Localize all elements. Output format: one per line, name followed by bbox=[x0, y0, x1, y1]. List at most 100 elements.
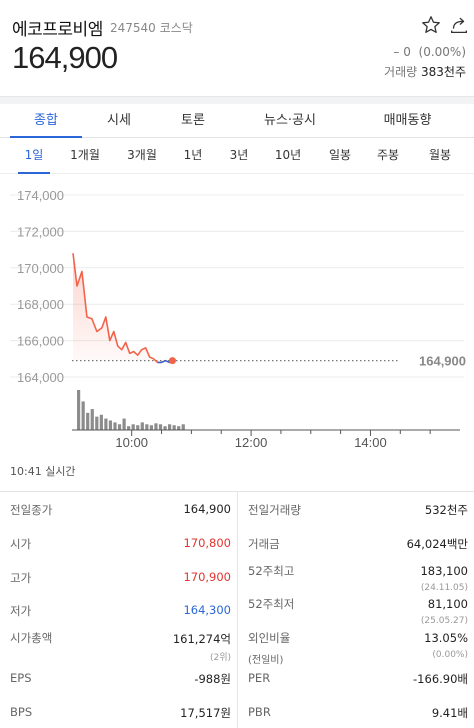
x-tick-label: 14:00 bbox=[354, 435, 387, 450]
volume-bar bbox=[86, 412, 90, 430]
volume-bar bbox=[168, 424, 172, 430]
period-selector: 1일 1개월 3개월 1년 3년 10년 일봉 주봉 월봉 bbox=[0, 138, 474, 174]
stock-code-market: 247540 코스닥 bbox=[110, 19, 193, 36]
volume-bar bbox=[145, 424, 149, 430]
tab-overview[interactable]: 종합 bbox=[10, 104, 82, 138]
intraday-chart[interactable]: 174,000 172,000 170,000 168,000 166,000 164,0… bbox=[0, 175, 474, 457]
volume-bar bbox=[140, 422, 144, 430]
volume-bar bbox=[177, 426, 181, 430]
y-tick-label: 172,000 bbox=[17, 224, 64, 239]
info-row: 외인비율 (전일비) 13.05% (0.00%) bbox=[238, 627, 474, 666]
price-change-pct: (0.00%) bbox=[418, 45, 466, 59]
period-1m[interactable]: 1개월 bbox=[70, 148, 100, 162]
info-label: 전일거래량 bbox=[248, 503, 301, 517]
section-divider bbox=[0, 96, 474, 104]
info-row: 전일종가 164,900 bbox=[0, 492, 237, 525]
period-weekly[interactable]: 주봉 bbox=[376, 148, 400, 162]
period-10y[interactable]: 10년 bbox=[274, 148, 302, 162]
info-value: 183,100 bbox=[420, 563, 468, 578]
period-1d[interactable]: 1일 bbox=[18, 138, 50, 174]
info-value: 81,100 bbox=[427, 597, 468, 612]
period-daily[interactable]: 일봉 bbox=[328, 148, 352, 162]
info-row: 저가 164,300 bbox=[0, 593, 237, 626]
volume-bar bbox=[172, 425, 176, 430]
period-1y[interactable]: 1년 bbox=[183, 148, 203, 162]
volume-bar bbox=[77, 390, 81, 430]
volume-bar bbox=[131, 424, 135, 430]
star-icon[interactable] bbox=[420, 14, 442, 36]
info-label: 외인비율 bbox=[248, 631, 291, 646]
price-change-value: – 0 bbox=[393, 45, 411, 59]
current-price: 164,900 bbox=[12, 40, 118, 75]
share-icon[interactable] bbox=[448, 14, 470, 36]
info-sub: (2위) bbox=[209, 653, 231, 664]
volume-bar bbox=[122, 418, 126, 430]
volume-bar bbox=[90, 409, 94, 430]
price-area bbox=[72, 253, 173, 363]
info-value: 17,517원 bbox=[180, 705, 231, 720]
info-value: 13.05% bbox=[424, 631, 468, 646]
y-tick-label: 168,000 bbox=[17, 297, 64, 312]
chart-canvas[interactable]: 174,000 172,000 170,000 168,000 166,000 164,0… bbox=[0, 175, 474, 457]
info-label: 거래금 bbox=[248, 536, 280, 551]
info-label: 시가총액 bbox=[10, 631, 53, 646]
info-row: BPS 17,517원 bbox=[0, 695, 237, 728]
volume-bar bbox=[95, 416, 99, 430]
tab-news[interactable]: 뉴스·공시 bbox=[264, 113, 316, 128]
volume-bar bbox=[149, 425, 153, 430]
stock-code: 247540 bbox=[110, 21, 156, 35]
y-tick-label: 164,000 bbox=[17, 370, 64, 385]
info-label: PER bbox=[248, 671, 271, 685]
info-value: 170,900 bbox=[183, 569, 231, 584]
info-label: 전일종가 bbox=[10, 503, 53, 517]
info-label: 시가 bbox=[10, 536, 32, 551]
reference-price-label: 164,900 bbox=[419, 354, 466, 369]
info-row: PBR 9.41배 bbox=[238, 695, 474, 728]
info-row: 고가 170,900 bbox=[0, 560, 237, 593]
period-monthly[interactable]: 월봉 bbox=[428, 148, 452, 162]
info-row: 전일거래량 532천주 bbox=[238, 492, 474, 525]
volume-bar bbox=[127, 426, 131, 430]
volume-info: 거래량 383천주 bbox=[384, 63, 466, 80]
price-change: – 0 (0.00%) bbox=[393, 45, 466, 59]
volume-bar bbox=[108, 420, 113, 430]
info-row: 52주최고 183,100 (24.11.05) bbox=[238, 560, 474, 593]
tab-quotes[interactable]: 시세 bbox=[107, 113, 131, 128]
current-price-dot bbox=[168, 357, 176, 365]
main-tabs: 종합 시세 토론 뉴스·공시 매매동향 bbox=[0, 104, 474, 138]
volume-bar bbox=[158, 424, 163, 430]
table-divider bbox=[237, 492, 238, 728]
period-3m[interactable]: 3개월 bbox=[127, 148, 157, 162]
info-row: 거래금 64,024백만 bbox=[238, 526, 474, 559]
info-value: -988원 bbox=[194, 672, 231, 686]
info-label: BPS bbox=[10, 704, 33, 719]
volume-bar bbox=[117, 424, 122, 430]
stock-market: 코스닥 bbox=[159, 21, 193, 35]
info-value: 9.41배 bbox=[431, 705, 468, 720]
period-3y[interactable]: 3년 bbox=[229, 148, 249, 162]
volume-bar bbox=[163, 426, 167, 430]
info-row: 52주최저 81,100 (25.05.27) bbox=[238, 593, 474, 626]
info-label: PBR bbox=[248, 704, 271, 719]
volume-label: 거래량 bbox=[384, 65, 418, 79]
y-tick-label: 170,000 bbox=[17, 261, 64, 276]
info-sub: (25.05.27) bbox=[420, 616, 468, 627]
volume-bar bbox=[181, 424, 185, 430]
info-row: 시가총액 161,274억 (2위) bbox=[0, 627, 237, 664]
x-tick-label: 12:00 bbox=[235, 435, 268, 450]
info-label: 52주최저 bbox=[248, 597, 295, 612]
y-tick-label: 166,000 bbox=[17, 334, 64, 349]
info-label: 52주최고 bbox=[248, 563, 295, 578]
info-label: EPS bbox=[10, 671, 32, 685]
info-label-sub: (전일비) bbox=[248, 655, 284, 667]
info-value: 161,274억 bbox=[172, 632, 231, 647]
tab-trading-trend[interactable]: 매매동향 bbox=[383, 113, 432, 128]
info-value: 532천주 bbox=[424, 503, 468, 517]
info-label: 고가 bbox=[10, 570, 32, 585]
tab-discussion[interactable]: 토론 bbox=[181, 113, 205, 128]
info-row: PER -166.90배 bbox=[238, 661, 474, 694]
volume-bar bbox=[113, 422, 117, 430]
info-sub: (24.11.05) bbox=[420, 582, 468, 593]
stock-info-table: 전일종가 164,900 시가 170,800 고가 170,900 저가 164,300 시가… bbox=[0, 491, 474, 728]
stock-header: 에코프로비엠 247540 코스닥 164,900 – 0 (0.00%) 거래… bbox=[0, 0, 474, 96]
